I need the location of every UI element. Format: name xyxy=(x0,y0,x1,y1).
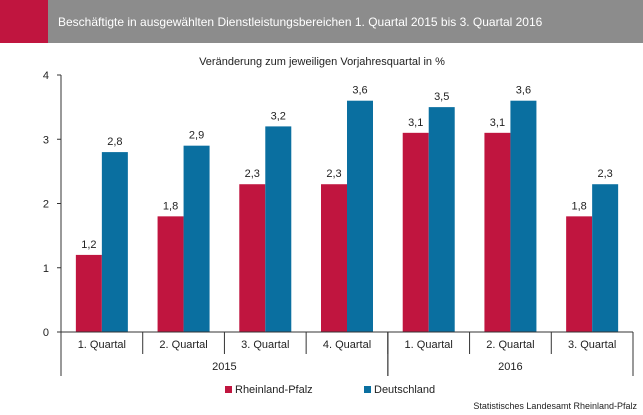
x-category-label: 2. Quartal xyxy=(159,339,207,351)
x-category-label: 3. Quartal xyxy=(568,339,616,351)
y-tick-label: 0 xyxy=(43,327,49,339)
bar-deutschland xyxy=(101,152,128,332)
data-label: 1,8 xyxy=(163,200,178,212)
data-label: 3,2 xyxy=(271,110,286,122)
legend-swatch xyxy=(225,386,232,393)
data-label: 2,3 xyxy=(245,168,260,180)
x-category-label: 1. Quartal xyxy=(78,339,126,351)
chart-legend: Rheinland-Pfalz Deutschland xyxy=(225,384,435,396)
data-label: 3,6 xyxy=(352,85,367,97)
x-category-label: 1. Quartal xyxy=(405,339,453,351)
data-label: 2,9 xyxy=(189,130,204,142)
bar-deutschland xyxy=(428,107,455,332)
bar-deutschland xyxy=(592,184,619,332)
bar-deutschland xyxy=(183,145,210,332)
bar-rheinland-pfalz xyxy=(157,216,184,332)
chart-axes: 0 1 2 3 4 xyxy=(43,70,62,339)
chart-bars: 1,2 2,8 1,8 2,9 2,3 3,2 2,3 3,6 3,1 3,5 3,1 3,6 1,8 2… xyxy=(75,85,619,333)
legend-label: Rheinland-Pfalz xyxy=(235,384,313,396)
data-label: 3,1 xyxy=(408,117,423,129)
data-label: 3,5 xyxy=(434,91,449,103)
header-bar: Beschäftigte in ausgewählten Dienstleist… xyxy=(48,0,643,43)
x-group-label: 2016 xyxy=(498,361,522,373)
bar-rheinland-pfalz xyxy=(566,216,593,332)
x-category-label: 4. Quartal xyxy=(323,339,371,351)
bar-rheinland-pfalz xyxy=(402,132,429,332)
y-tick-label: 3 xyxy=(43,134,49,146)
data-label: 1,8 xyxy=(571,200,586,212)
bar-rheinland-pfalz xyxy=(321,184,347,332)
chart-subtitle: Veränderung zum jeweiligen Vorjahresquar… xyxy=(199,56,445,68)
data-label: 2,3 xyxy=(326,168,341,180)
chart-header: Beschäftigte in ausgewählten Dienstleist… xyxy=(0,0,643,43)
data-label: 1,2 xyxy=(81,239,96,251)
y-tick-label: 2 xyxy=(43,199,49,211)
y-tick-label: 4 xyxy=(43,70,49,82)
bar-deutschland xyxy=(510,100,537,332)
chart-title: Beschäftigte in ausgewählten Dienstleist… xyxy=(58,14,543,29)
data-label: 2,3 xyxy=(597,168,612,180)
x-group-label: 2015 xyxy=(212,361,236,373)
legend-label: Deutschland xyxy=(374,384,435,396)
bar-deutschland xyxy=(265,126,292,333)
x-category-label: 2. Quartal xyxy=(486,339,534,351)
source-note: Statistisches Landesamt Rheinland-Pfalz xyxy=(473,401,637,411)
header-accent-block xyxy=(0,0,48,43)
y-tick-label: 1 xyxy=(43,263,49,275)
data-label: 3,6 xyxy=(516,85,531,97)
bar-rheinland-pfalz xyxy=(75,254,102,332)
bar-chart: Veränderung zum jeweiligen Vorjahresquar… xyxy=(43,56,638,411)
data-label: 3,1 xyxy=(490,117,505,129)
bar-rheinland-pfalz xyxy=(484,132,511,332)
bar-rheinland-pfalz xyxy=(239,184,266,332)
legend-swatch xyxy=(364,386,371,393)
x-axis: 1. Quartal 2. Quartal 3. Quartal 4. Quartal… xyxy=(60,331,634,376)
bar-deutschland xyxy=(347,100,373,332)
data-label: 2,8 xyxy=(107,136,122,148)
x-category-label: 3. Quartal xyxy=(241,339,289,351)
